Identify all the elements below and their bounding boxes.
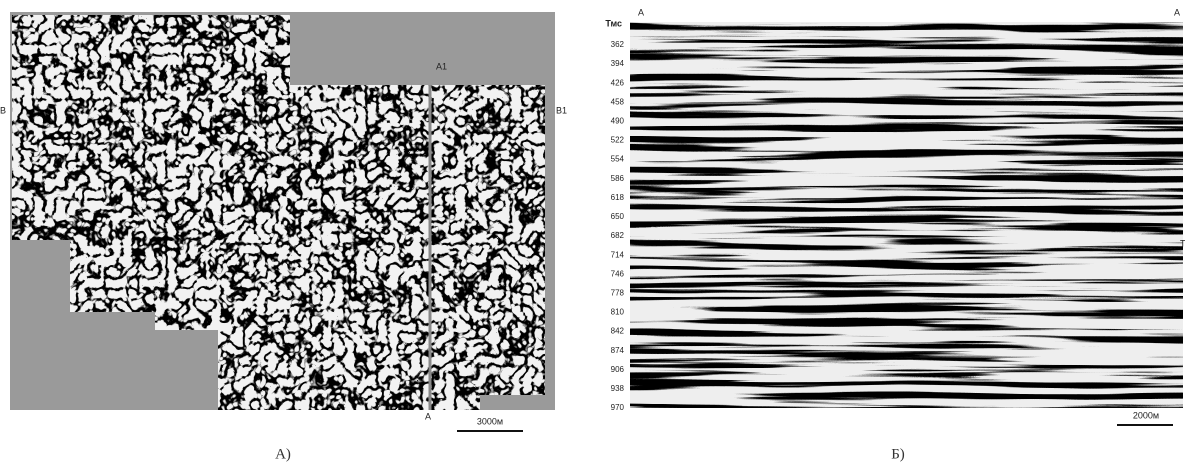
caption: А) [275,446,291,462]
time-label: 618 [611,193,625,202]
time-label: 394 [611,59,625,68]
time-label: 426 [611,78,625,87]
scale-label: 2000м [1133,410,1159,420]
seismic-section [630,22,1183,408]
time-label: 778 [611,288,625,297]
time-label: 906 [611,365,625,374]
time-label: 554 [611,155,625,164]
panel-b: Тмс A A T 2000м Б) 362 394 426 458 490 522 554… [605,7,1185,462]
profile-label: B1 [556,105,567,115]
profile-label: A [1174,7,1180,17]
profile-label: A1 [436,61,447,71]
time-label: 490 [611,117,625,126]
time-label: 362 [611,40,625,49]
time-label: 874 [611,346,625,355]
panel-a: A1 B B1 A 3000м А) [0,12,567,462]
axis-title: Тмс [605,18,622,28]
time-label: 586 [611,174,625,183]
scale-label: 3000м [477,416,503,426]
time-label: 522 [611,136,625,145]
profile-label: T [1180,238,1185,248]
time-label: 746 [611,269,625,278]
time-label: 970 [611,403,625,412]
time-label: 810 [611,308,625,317]
profile-label: A [638,7,644,17]
time-label: 650 [611,212,625,221]
figure: A1 B B1 A 3000м А) Тмс A A T 2000м Б) 36… [0,0,1185,466]
time-label: 938 [611,384,625,393]
time-label: 842 [611,327,625,336]
time-label: 714 [611,250,625,259]
time-label: 682 [611,231,625,240]
time-label: 458 [611,97,625,106]
profile-label: B [0,105,6,115]
caption: Б) [891,446,905,462]
profile-label: A [425,411,431,421]
